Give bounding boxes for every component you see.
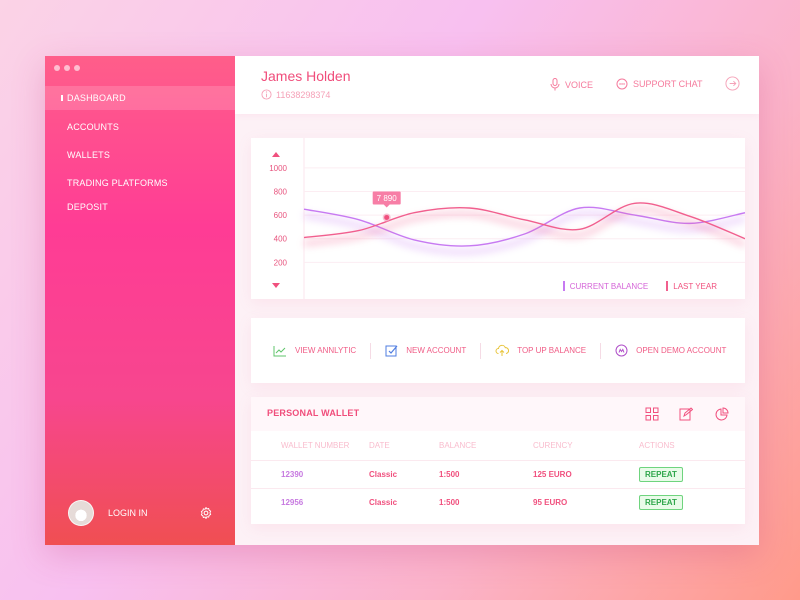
sidebar-item-deposit[interactable]: DEPOSIT (67, 202, 108, 212)
pie-chart-icon[interactable] (715, 407, 729, 421)
personal-wallet: PERSONAL WALLET (251, 397, 745, 524)
y-tick-label: 800 (274, 187, 288, 196)
user-id: 11638298374 (261, 89, 330, 100)
table-header-row: WALLET NUMBER DATE BALANCE CURENCY ACTIO… (251, 431, 745, 460)
tooltip-marker[interactable] (384, 214, 390, 220)
cell-actions: REPEAT (639, 459, 745, 488)
voice-label: VOICE (565, 79, 594, 90)
divider (480, 342, 482, 359)
column-header-date[interactable]: DATE (369, 440, 390, 450)
wallet-title: PERSONAL WALLET (267, 408, 360, 418)
new-account-button[interactable]: NEW ACCOUNT (385, 344, 466, 357)
support-chat-label: SUPPORT CHAT (633, 79, 703, 89)
user-id-value: 11638298374 (276, 89, 331, 100)
cell-wallet-number: 12956 (251, 487, 369, 516)
microphone-icon (550, 78, 560, 91)
login-label[interactable]: LOGIN IN (108, 508, 148, 518)
gear-icon[interactable] (199, 506, 213, 520)
top-up-balance-label: TOP UP BALANCE (517, 346, 587, 355)
repeat-button[interactable]: REPEAT (639, 466, 683, 482)
cell-balance: 1:500 (439, 459, 533, 488)
sidebar-item-trading-platforms[interactable]: TRADING PLATFORMS (67, 178, 168, 188)
sidebar-item-accounts[interactable]: ACCOUNTS (67, 122, 120, 132)
chart-icon (273, 345, 286, 356)
sidebar-item-wallets[interactable]: WALLETS (67, 150, 111, 160)
window-dot-close[interactable] (54, 65, 60, 71)
cell-date: Classic (369, 487, 439, 516)
open-demo-account-label: OPEN DEMO ACCOUNT (636, 346, 727, 355)
chart-scroll-down-icon[interactable] (272, 283, 280, 288)
cell-wallet-number: 12390 (251, 459, 369, 488)
logout-icon[interactable] (725, 76, 740, 91)
window-controls (54, 65, 80, 71)
table-row[interactable]: 12956 Classic 1:500 95 EURO REPEAT (251, 487, 745, 516)
window-dot-maximize[interactable] (74, 65, 80, 71)
main-content: James Holden 11638298374 VOICE (235, 56, 759, 545)
tooltip-label: 7 890 (377, 194, 398, 203)
y-tick-label: 600 (274, 211, 288, 220)
column-header-actions: ACTIONS (639, 440, 675, 450)
legend-current-balance: CURRENT BALANCE (562, 281, 648, 291)
wallet-title-bar: PERSONAL WALLET (251, 397, 745, 431)
tooltip-pointer (383, 204, 390, 208)
tooltip-box (372, 191, 401, 205)
cell-date: Classic (369, 459, 439, 488)
info-icon (261, 89, 272, 100)
series-line-last-year[interactable] (303, 202, 745, 240)
view-analytic-label: VIEW ANNLYTIC (295, 346, 357, 355)
demo-account-icon (615, 344, 628, 357)
y-tick-label: 400 (274, 235, 288, 244)
quick-actions: VIEW ANNLYTIC NEW ACCOUNT TOP UP BALANCE (251, 318, 745, 383)
legend-last-year: LAST YEAR (666, 281, 717, 291)
wallet-table: WALLET NUMBER DATE BALANCE CURENCY ACTIO… (251, 431, 745, 516)
cell-currency: 95 EURO (533, 487, 639, 516)
cell-balance: 1:500 (439, 487, 533, 516)
grid-icon[interactable] (645, 407, 659, 421)
table-row[interactable]: 12390 Classic 1:500 125 EURO REPEAT (251, 459, 745, 488)
header: James Holden 11638298374 VOICE (235, 56, 759, 114)
avatar[interactable] (68, 500, 94, 526)
divider (600, 342, 602, 359)
app-window: DASHBOARD ACCOUNTS WALLETS TRADING PLATF… (45, 56, 759, 545)
cell-currency: 125 EURO (533, 459, 639, 488)
new-account-label: NEW ACCOUNT (406, 346, 467, 355)
user-name: James Holden (261, 68, 351, 84)
sidebar: DASHBOARD ACCOUNTS WALLETS TRADING PLATF… (45, 56, 235, 545)
window-dot-minimize[interactable] (64, 65, 70, 71)
open-demo-account-button[interactable]: OPEN DEMO ACCOUNT (615, 344, 726, 357)
top-up-balance-button[interactable]: TOP UP BALANCE (495, 344, 586, 357)
y-tick-label: 200 (274, 258, 288, 267)
column-header-wallet-number[interactable]: WALLET NUMBER (281, 440, 350, 450)
cloud-upload-icon (495, 344, 510, 356)
sidebar-nav: DASHBOARD ACCOUNTS WALLETS TRADING PLATF… (45, 86, 235, 219)
edit-icon[interactable] (679, 407, 693, 421)
balance-chart: 1000 800 600 400 200 7 890 CURRENT BALANCE LA… (251, 138, 745, 299)
chat-icon (616, 78, 628, 90)
column-header-balance[interactable]: BALANCE (439, 440, 477, 450)
new-account-icon (385, 345, 398, 357)
column-header-currency[interactable]: CURENCY (533, 440, 573, 450)
chart-canvas: 1000 800 600 400 200 7 890 (269, 138, 745, 299)
login-area: LOGIN IN (68, 500, 213, 526)
repeat-button[interactable]: REPEAT (639, 494, 683, 510)
divider (370, 342, 372, 359)
series-glow (303, 206, 745, 248)
view-analytic-button[interactable]: VIEW ANNLYTIC (273, 345, 356, 357)
chart-scroll-up-icon[interactable] (272, 152, 280, 157)
y-tick-label: 1000 (269, 164, 287, 173)
voice-button[interactable]: VOICE (550, 78, 593, 91)
sidebar-item-dashboard[interactable]: DASHBOARD (45, 86, 235, 110)
support-chat-button[interactable]: SUPPORT CHAT (616, 78, 703, 90)
chart-legend: CURRENT BALANCE LAST YEAR (562, 281, 717, 291)
cell-actions: REPEAT (639, 487, 745, 516)
